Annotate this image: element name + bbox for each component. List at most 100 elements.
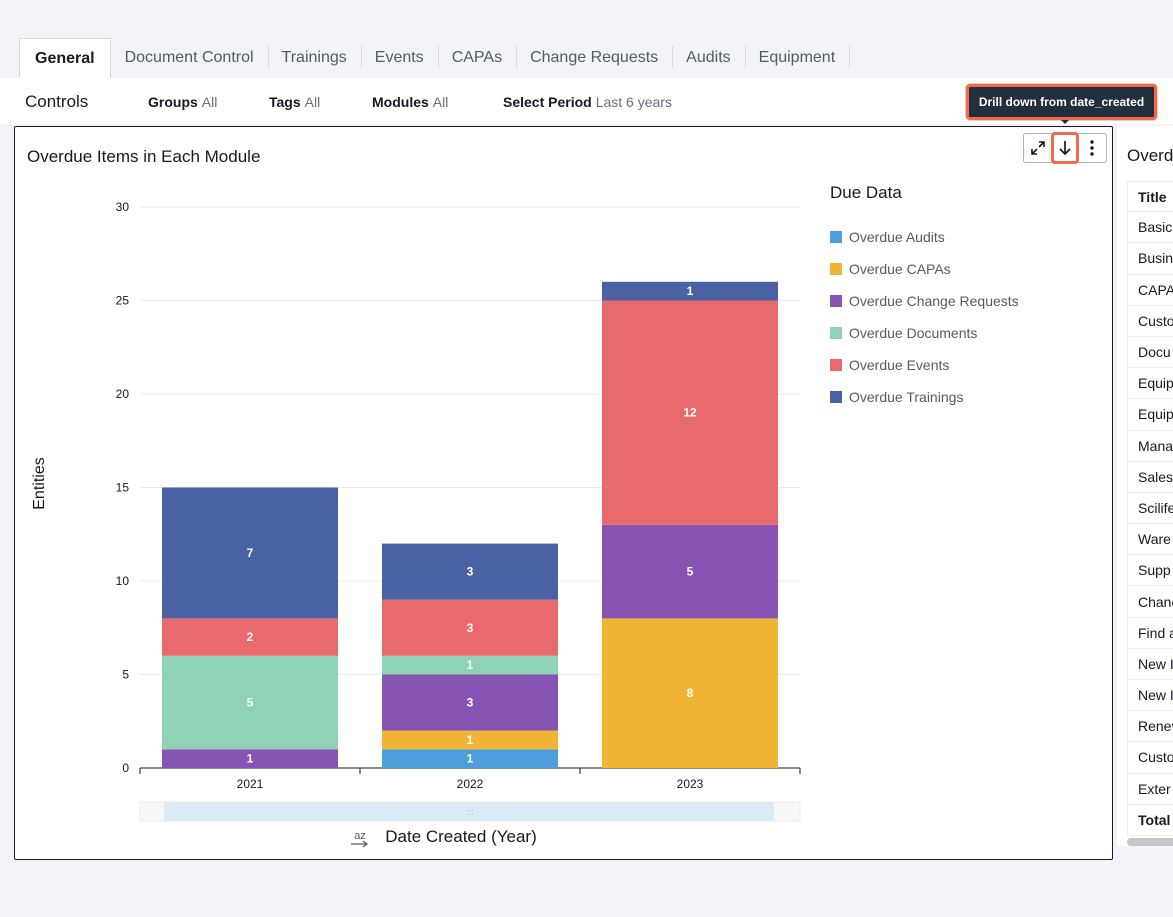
tab-change-requests[interactable]: Change Requests [516, 38, 672, 78]
overdue-table: Title Basic Busin CAPA Custo Docu Equip Equip M… [1127, 181, 1173, 836]
x-tick-label: 2023 [677, 777, 704, 791]
bar-segment[interactable] [602, 618, 778, 768]
x-tick-label: 2021 [237, 777, 264, 791]
legend-swatch [830, 327, 842, 339]
data-label: 7 [247, 546, 254, 560]
table-row[interactable]: Mana [1127, 430, 1173, 462]
data-label: 1 [247, 752, 254, 766]
tags-filter-label: Tags [269, 94, 301, 110]
controls-title: Controls [25, 92, 89, 111]
legend-swatch [830, 391, 842, 403]
table-row[interactable]: Equip [1127, 368, 1173, 400]
scrollbar-grip-icon: ::: [466, 807, 474, 817]
legend-entry[interactable]: Overdue Events [849, 357, 949, 373]
data-label: 5 [687, 565, 694, 579]
table-panel-title: Overd [1127, 146, 1173, 165]
table-row[interactable]: Docu [1127, 336, 1173, 369]
table-row[interactable]: CAPA [1127, 274, 1173, 306]
legend-swatch [830, 263, 842, 275]
data-label: 8 [687, 686, 694, 700]
modules-filter-value: All [432, 94, 449, 110]
tab-document-control[interactable]: Document Control [124, 49, 254, 66]
bar-segment[interactable] [162, 749, 338, 768]
tab-divider-end [849, 38, 877, 78]
bar-segment[interactable] [602, 300, 778, 525]
table-row[interactable]: Basic [1127, 212, 1173, 244]
y-tick-label: 30 [116, 200, 130, 214]
legend-swatch [830, 359, 842, 371]
tags-filter[interactable]: Tags All [269, 94, 320, 110]
table-row[interactable]: Equip [1127, 399, 1173, 431]
y-tick-label: 5 [122, 668, 129, 682]
bar-segment[interactable] [382, 730, 558, 750]
legend-entry[interactable]: Overdue Documents [849, 325, 977, 341]
bar-segment[interactable] [602, 524, 778, 619]
table-row[interactable]: Sales [1127, 461, 1173, 493]
legend-entry[interactable]: Overdue CAPAs [849, 261, 951, 277]
visual-toolbar [1023, 132, 1107, 164]
legend-entry[interactable]: Overdue Trainings [849, 389, 963, 405]
tab-general[interactable]: General [19, 38, 111, 78]
overdue-table-panel: Overd Title Basic Busin CAPA Custo Docu Equip… [1116, 126, 1173, 846]
data-label: 3 [467, 565, 474, 579]
table-row[interactable]: Supp [1127, 555, 1173, 587]
bar-segment[interactable] [382, 674, 558, 731]
period-filter[interactable]: Select Period Last 6 years [503, 94, 672, 110]
data-label: 3 [467, 696, 474, 710]
period-filter-value: Last 6 years [595, 94, 672, 110]
table-row[interactable]: Custo [1127, 742, 1173, 774]
table-header-title[interactable]: Title [1127, 181, 1173, 213]
y-tick-label: 0 [122, 761, 129, 775]
data-label: 1 [467, 733, 474, 747]
table-row[interactable]: Chanc [1127, 586, 1173, 618]
groups-filter[interactable]: Groups All [148, 94, 217, 110]
tags-filter-value: All [304, 94, 321, 110]
table-row[interactable]: Busin [1127, 243, 1173, 275]
legend-swatch [830, 231, 842, 243]
bar-segment[interactable] [602, 281, 778, 301]
y-tick-label: 20 [116, 387, 130, 401]
bar-segment[interactable] [382, 655, 558, 675]
y-tick-label: 15 [116, 481, 130, 495]
data-label: 3 [467, 621, 474, 635]
tab-audits[interactable]: Audits [672, 38, 744, 78]
sort-arrow-icon [351, 840, 368, 848]
y-tick-label: 10 [116, 574, 130, 588]
drill-down-arrow-icon[interactable] [1051, 132, 1079, 164]
bar-segment[interactable] [162, 487, 338, 619]
table-row[interactable]: Scilife [1127, 492, 1173, 525]
more-vertical-icon[interactable] [1079, 134, 1106, 162]
table-scrollbar[interactable] [1127, 838, 1173, 846]
legend-entry[interactable]: Overdue Change Requests [849, 293, 1019, 309]
modules-filter[interactable]: Modules All [372, 94, 448, 110]
tab-trainings[interactable]: Trainings [267, 38, 361, 78]
legend-entry[interactable]: Overdue Audits [849, 229, 945, 245]
table-row[interactable]: Find a [1127, 617, 1173, 649]
bar-segment[interactable] [382, 543, 558, 600]
legend-swatch [830, 295, 842, 307]
tab-capas[interactable]: CAPAs [437, 38, 516, 78]
bar-segment[interactable] [382, 599, 558, 656]
table-row[interactable]: Renev [1127, 711, 1173, 743]
table-row[interactable]: Custo [1127, 305, 1173, 337]
bar-segment[interactable] [382, 749, 558, 768]
range-scrollbar-thumb[interactable] [164, 802, 774, 821]
table-row[interactable]: New I [1127, 680, 1173, 712]
table-row[interactable]: Exter [1127, 773, 1173, 805]
period-filter-label: Select Period [503, 94, 592, 110]
table-row[interactable]: Ware [1127, 524, 1173, 556]
bar-segment[interactable] [162, 618, 338, 656]
panel-title: Overdue Items in Each Module [27, 147, 261, 166]
bar-segment[interactable] [162, 655, 338, 750]
expand-icon[interactable] [1024, 134, 1051, 162]
data-label: 1 [467, 658, 474, 672]
modules-filter-label: Modules [372, 94, 429, 110]
data-label: 1 [467, 752, 474, 766]
top-strip [0, 0, 1173, 30]
table-row[interactable]: New I [1127, 648, 1173, 680]
x-axis-title: Date Created (Year) [385, 827, 537, 846]
sort-az-icon[interactable]: az [354, 830, 366, 842]
tab-events[interactable]: Events [360, 38, 438, 78]
tab-equipment[interactable]: Equipment [744, 38, 850, 78]
groups-filter-label: Groups [148, 94, 198, 110]
